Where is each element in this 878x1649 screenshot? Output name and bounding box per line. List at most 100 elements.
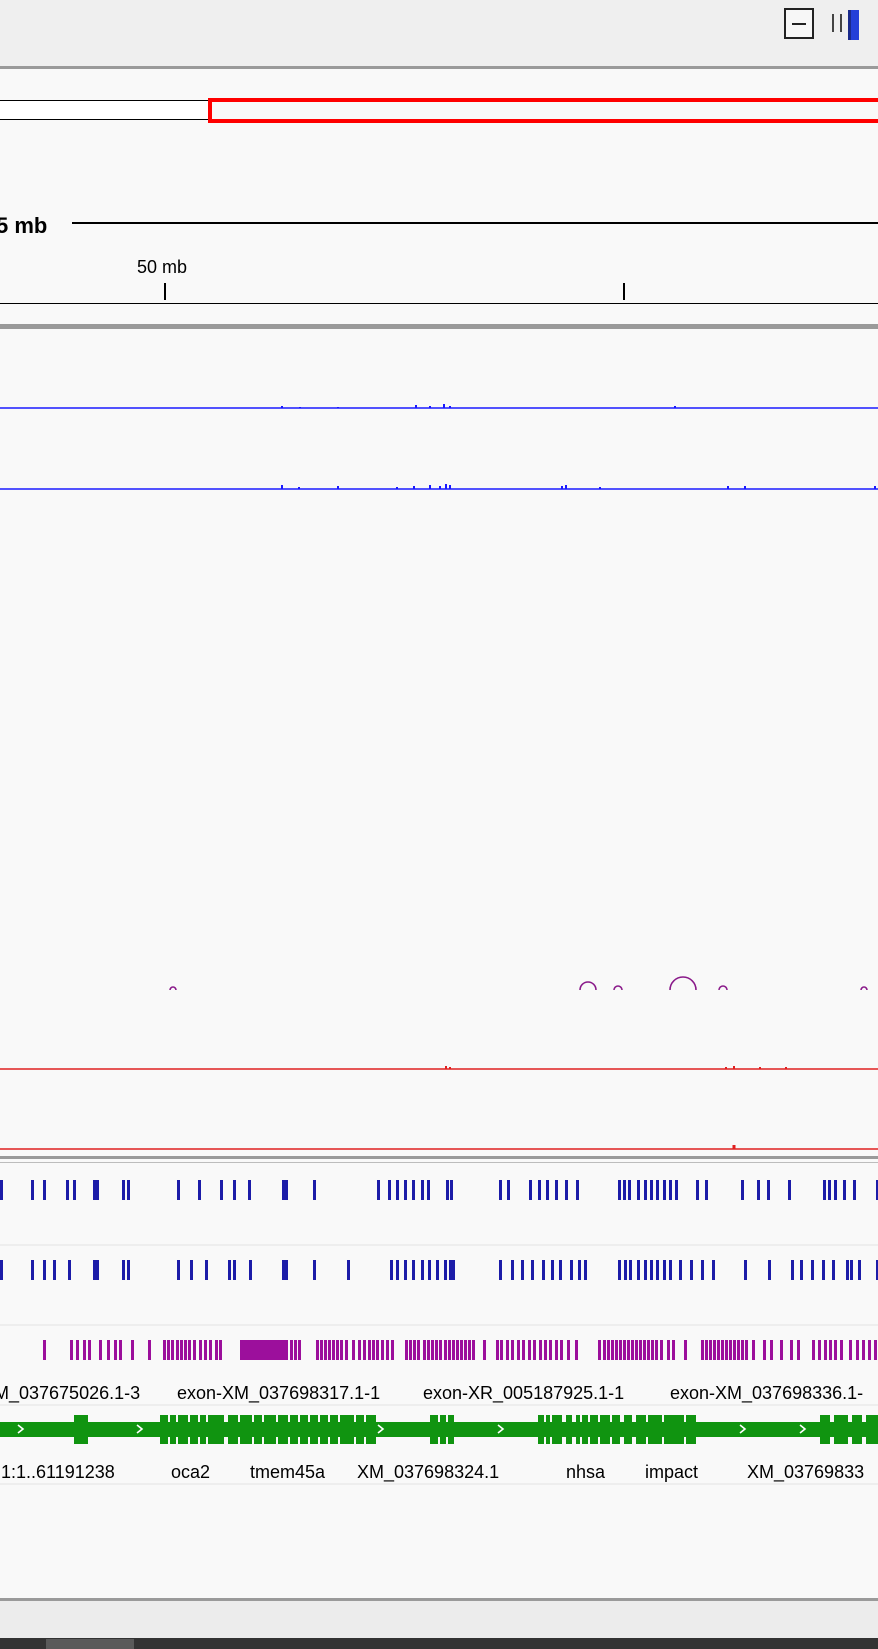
- feature-block[interactable]: [531, 1260, 534, 1280]
- gene-exon[interactable]: [612, 1415, 620, 1444]
- feature-block[interactable]: [313, 1180, 316, 1200]
- feature-block[interactable]: [850, 1260, 853, 1280]
- feature-block[interactable]: [840, 1340, 843, 1360]
- feature-block[interactable]: [876, 1260, 878, 1280]
- feature-block[interactable]: [667, 1340, 670, 1360]
- feature-block[interactable]: [122, 1180, 125, 1200]
- feature-block[interactable]: [811, 1260, 814, 1280]
- feature-block[interactable]: [316, 1340, 319, 1360]
- gene-track[interactable]: [0, 1415, 878, 1444]
- feature-block[interactable]: [767, 1180, 770, 1200]
- gene-exon[interactable]: [340, 1415, 354, 1444]
- feature-block[interactable]: [276, 1340, 279, 1360]
- feature-block[interactable]: [713, 1340, 716, 1360]
- feature-block[interactable]: [868, 1340, 871, 1360]
- feature-block[interactable]: [533, 1340, 536, 1360]
- feature-block[interactable]: [780, 1340, 783, 1360]
- feature-block[interactable]: [328, 1340, 331, 1360]
- feature-block[interactable]: [655, 1340, 658, 1360]
- feature-block[interactable]: [752, 1340, 755, 1360]
- feature-block[interactable]: [412, 1260, 415, 1280]
- feature-block[interactable]: [427, 1340, 430, 1360]
- gene-exon[interactable]: [636, 1415, 646, 1444]
- feature-block[interactable]: [270, 1340, 273, 1360]
- feature-block[interactable]: [219, 1340, 222, 1360]
- feature-track-2[interactable]: [0, 1260, 878, 1280]
- feature-block[interactable]: [468, 1340, 471, 1360]
- feature-block[interactable]: [252, 1340, 255, 1360]
- feature-block[interactable]: [188, 1340, 191, 1360]
- gene-exon[interactable]: [240, 1415, 252, 1444]
- feature-block[interactable]: [233, 1180, 236, 1200]
- feature-block[interactable]: [542, 1260, 545, 1280]
- feature-block[interactable]: [409, 1340, 412, 1360]
- feature-block[interactable]: [663, 1180, 666, 1200]
- feature-block[interactable]: [96, 1260, 99, 1280]
- feature-block[interactable]: [193, 1340, 196, 1360]
- feature-block[interactable]: [709, 1340, 712, 1360]
- feature-block[interactable]: [76, 1340, 79, 1360]
- gene-exon[interactable]: [582, 1415, 588, 1444]
- feature-block[interactable]: [83, 1340, 86, 1360]
- feature-block[interactable]: [721, 1340, 724, 1360]
- feature-block[interactable]: [96, 1180, 99, 1200]
- feature-block[interactable]: [472, 1340, 475, 1360]
- feature-block[interactable]: [823, 1180, 826, 1200]
- gene-label[interactable]: XM_037698324.1: [357, 1462, 500, 1482]
- feature-block[interactable]: [404, 1180, 407, 1200]
- feature-block[interactable]: [209, 1340, 212, 1360]
- feature-block[interactable]: [862, 1340, 865, 1360]
- feature-block[interactable]: [452, 1340, 455, 1360]
- feature-block[interactable]: [623, 1180, 626, 1200]
- feature-block[interactable]: [436, 1260, 439, 1280]
- feature-block[interactable]: [298, 1340, 301, 1360]
- feature-block[interactable]: [386, 1340, 389, 1360]
- feature-block[interactable]: [615, 1340, 618, 1360]
- feature-block[interactable]: [199, 1340, 202, 1360]
- feature-block[interactable]: [639, 1340, 642, 1360]
- feature-block[interactable]: [603, 1340, 606, 1360]
- feature-block[interactable]: [88, 1340, 91, 1360]
- feature-block[interactable]: [249, 1340, 252, 1360]
- feature-block[interactable]: [812, 1340, 815, 1360]
- feature-block[interactable]: [0, 1260, 3, 1280]
- feature-block[interactable]: [663, 1260, 666, 1280]
- feature-block[interactable]: [549, 1340, 552, 1360]
- gene-exon[interactable]: [356, 1415, 364, 1444]
- gene-exon[interactable]: [566, 1415, 572, 1444]
- feature-block[interactable]: [363, 1340, 366, 1360]
- feature-block[interactable]: [684, 1340, 687, 1360]
- feature-block[interactable]: [290, 1340, 293, 1360]
- feature-block[interactable]: [282, 1260, 285, 1280]
- feature-block[interactable]: [701, 1340, 704, 1360]
- feature-block[interactable]: [452, 1260, 455, 1280]
- feature-block[interactable]: [763, 1340, 766, 1360]
- feature-block[interactable]: [696, 1180, 699, 1200]
- gene-label[interactable]: impact: [645, 1462, 699, 1482]
- gene-label[interactable]: nhsa: [566, 1462, 606, 1482]
- feature-block[interactable]: [417, 1340, 420, 1360]
- feature-block[interactable]: [834, 1180, 837, 1200]
- feature-block[interactable]: [874, 1340, 877, 1360]
- feature-block[interactable]: [669, 1260, 672, 1280]
- feature-block[interactable]: [233, 1260, 236, 1280]
- feature-block[interactable]: [448, 1340, 451, 1360]
- feature-block[interactable]: [376, 1340, 379, 1360]
- feature-block[interactable]: [148, 1340, 151, 1360]
- feature-block[interactable]: [744, 1260, 747, 1280]
- gene-exon[interactable]: [178, 1415, 188, 1444]
- feature-block[interactable]: [631, 1340, 634, 1360]
- feature-block[interactable]: [511, 1260, 514, 1280]
- feature-block[interactable]: [43, 1340, 46, 1360]
- feature-block[interactable]: [624, 1260, 627, 1280]
- feature-block[interactable]: [285, 1340, 288, 1360]
- feature-block[interactable]: [496, 1340, 499, 1360]
- feature-block[interactable]: [228, 1260, 231, 1280]
- feature-block[interactable]: [797, 1340, 800, 1360]
- feature-block[interactable]: [637, 1180, 640, 1200]
- feature-block[interactable]: [701, 1260, 704, 1280]
- gene-exon[interactable]: [448, 1415, 454, 1444]
- feature-block[interactable]: [285, 1180, 288, 1200]
- feature-block[interactable]: [849, 1340, 852, 1360]
- feature-block[interactable]: [705, 1180, 708, 1200]
